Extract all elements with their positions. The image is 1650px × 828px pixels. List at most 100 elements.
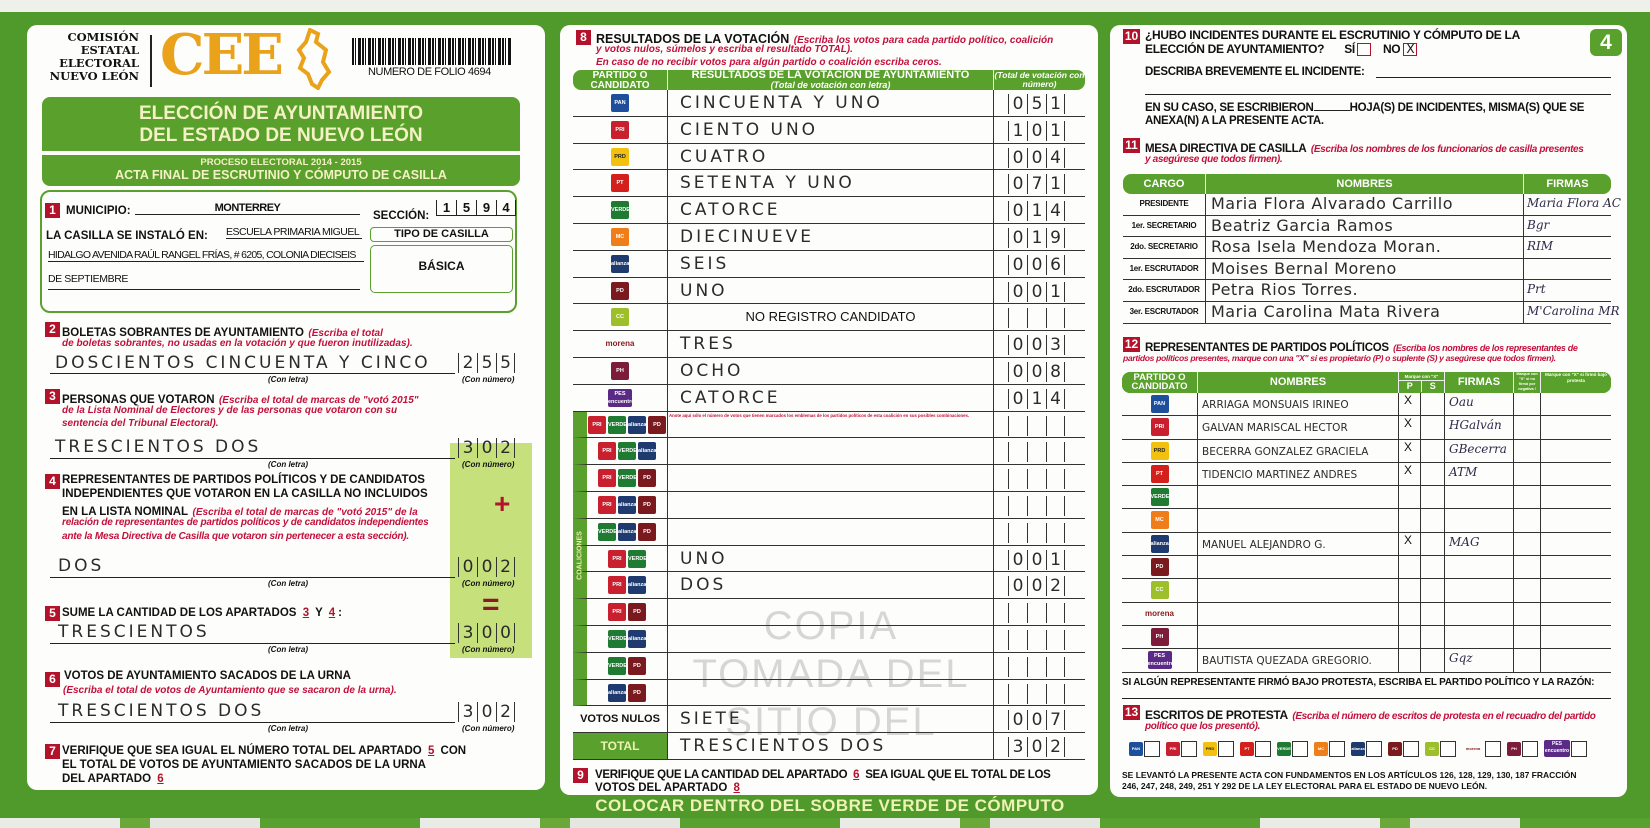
nombre-value: Maria Flora Alvarado Carrillo <box>1211 194 1453 213</box>
protesta-count-box <box>1181 740 1197 757</box>
coalition-row: PRI VERDEalianza PD <box>573 411 1093 439</box>
humanista-logo-icon: PH <box>1150 627 1169 646</box>
protesta-mark <box>1540 556 1611 580</box>
con-letra-label: (Con letra) <box>268 724 308 733</box>
pri-logo-icon: PRI <box>598 469 616 488</box>
votes-letters: DOS <box>680 575 727 596</box>
digit: 0 <box>1008 388 1027 409</box>
pri-logo-icon: PRI <box>598 495 616 514</box>
digit: 0 <box>458 557 477 577</box>
party-key: PES <box>614 390 626 397</box>
digit <box>1008 522 1027 543</box>
party-row: PH OCHO 0 0 8 <box>573 357 1093 385</box>
votes-letters: SETENTA Y UNO <box>680 173 855 194</box>
digit: 0 <box>1027 549 1046 570</box>
party-logos-cell: PRI alianza PD <box>573 491 667 519</box>
verde-logo-icon: VERDE <box>618 442 636 461</box>
verde-logo-icon: VERDE <box>1150 488 1169 507</box>
digit: 1 <box>1046 174 1065 195</box>
protesta-count-box <box>1522 740 1538 757</box>
cargo-cell: 3er. ESCRUTADOR <box>1123 302 1205 324</box>
address-line: DE SEPTIEMBRE <box>48 273 360 290</box>
digit: 0 <box>477 702 496 722</box>
votes-letters: UNO <box>680 548 728 569</box>
escritos-protesta-boxes: PAN PRI PRD PT VERDE MC alianza PD CC morena PH PES… <box>1128 740 1587 757</box>
suplente-mark <box>1420 462 1444 487</box>
section-title: ¿HUBO INCIDENTES DURANTE EL ESCRUTINIO Y… <box>1145 28 1520 42</box>
protesta-count-box <box>1440 740 1456 757</box>
prd-logo-icon: PRD <box>1203 741 1217 756</box>
section-1-box <box>40 190 517 313</box>
nombre-cell <box>1197 602 1398 626</box>
party-logos-cell: PRI VERDE PD <box>573 465 667 492</box>
firma-cell <box>1444 509 1513 533</box>
votes-letters-cell: SETENTA Y UNO <box>667 170 993 198</box>
votes-number-cell <box>993 304 1085 332</box>
firma-cell: HGalván <box>1444 416 1513 440</box>
digit <box>1046 495 1065 516</box>
nombre-value: GALVAN MARISCAL HECTOR <box>1202 422 1348 435</box>
protesta-mark <box>1540 439 1611 463</box>
describe-line <box>1376 77 1611 78</box>
signature: HGalván <box>1449 418 1502 433</box>
nueva-alianza-logo-icon: alianza <box>1150 534 1169 553</box>
digit <box>1027 469 1046 490</box>
nombre-value: Moises Bernal Moreno <box>1211 258 1397 278</box>
votes-letters-cell: CINCUENTA Y UNO <box>667 90 993 117</box>
nueva-alianza-logo-icon: alianza <box>618 495 636 514</box>
protesta-mark <box>1540 393 1611 417</box>
results-header: PARTIDO O CANDIDATO RESULTADOS DE LA VOTA… <box>573 70 1093 90</box>
partido-democrata-logo-icon: PD <box>1150 558 1169 577</box>
section-title: EL TOTAL DE VOTOS DE AYUNTAMIENTO SACADO… <box>62 759 426 771</box>
con-letra-label: (Con letra) <box>268 375 308 384</box>
address-line: HIDALGO AVENIDA RAÚL RANGEL FRÍAS, # 620… <box>48 249 364 262</box>
digit: 0 <box>1027 147 1046 168</box>
seccion-digit: 4 <box>496 200 516 216</box>
digit: 1 <box>1046 549 1065 570</box>
digit: 4 <box>1046 201 1065 222</box>
party-row: MC DIECINUEVE 0 1 9 <box>573 223 1093 251</box>
incidentes-question: ELECCIÓN DE AYUNTAMIENTO? SÍ NO X <box>1145 43 1418 56</box>
digit <box>1008 469 1027 490</box>
section-instruction: (Escriba los nombres de los representant… <box>1393 343 1578 353</box>
votes-number-cell <box>993 465 1085 492</box>
digit <box>1046 656 1065 677</box>
cruzada-ciudadana-logo-icon: CC <box>611 308 629 327</box>
nombre-cell <box>1197 579 1398 603</box>
section-badge: 7 <box>45 744 60 759</box>
section-instruction: y votos nulos, súmelos y escriba el resu… <box>596 44 853 55</box>
nombre-cell: ARRIAGA MONSUAIS IRINEO <box>1197 393 1398 417</box>
negativa-mark <box>1513 602 1540 626</box>
digit <box>1027 683 1046 704</box>
con-numero-label: (Con número) <box>462 724 515 733</box>
party-logo-cell: PRI <box>1122 416 1197 440</box>
cargo-cell: 1er. SECRETARIO <box>1123 216 1205 238</box>
col-partido: PARTIDO O CANDIDATO <box>573 70 667 90</box>
protesta-box-group: PT <box>1239 740 1271 757</box>
digit: 0 <box>1008 147 1027 168</box>
representantes-header: PARTIDO O CANDIDATO NOMBRES Marque con "X"… <box>1122 372 1611 393</box>
describe-line <box>1145 94 1611 95</box>
party-logo-cell: PAN <box>1122 393 1197 417</box>
representante-row: PRI GALVAN MARISCAL HECTOR X HGalván <box>1122 416 1611 440</box>
section-badge: 1 <box>45 203 60 218</box>
digit <box>1008 603 1027 624</box>
section-title: : <box>338 607 343 619</box>
section-title: INDEPENDIENTES QUE VOTARON EN LA CASILLA… <box>62 488 428 500</box>
representante-row: alianza MANUEL ALEJANDRO G. X MAG <box>1122 532 1611 557</box>
nombre-value: Beatriz Garcia Ramos <box>1211 215 1394 235</box>
protesta-count-box <box>1366 740 1382 757</box>
protesta-note: SI ALGÚN REPRESENTANTE FIRMÓ BAJO PROTES… <box>1122 677 1595 688</box>
barcode <box>352 38 512 65</box>
nuevo-leon-map-icon <box>296 28 332 90</box>
signature: Gqz <box>1449 651 1473 666</box>
apartado-ref: 8 <box>733 782 740 794</box>
acta-label: ACTA FINAL DE ESCRUTINIO Y CÓMPUTO DE CA… <box>115 168 447 182</box>
nombre-value: TIDENCIO MARTINEZ ANDRES <box>1202 468 1358 481</box>
digit: 0 <box>477 623 496 643</box>
boletas-sobrantes-letters: DOSCIENTOS CINCUENTA Y CINCO <box>55 353 431 373</box>
